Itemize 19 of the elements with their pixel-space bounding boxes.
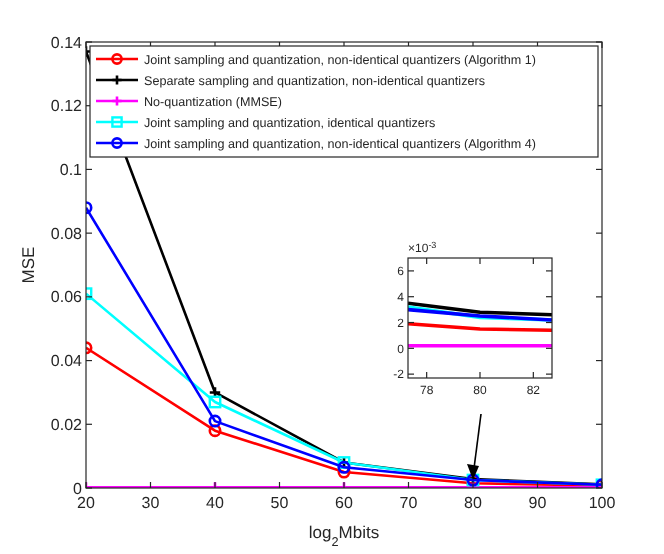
x-tick-label: 70 xyxy=(399,494,419,512)
x-axis-title: log$_{2}$Mbits xyxy=(308,522,380,549)
x-tick-label: 50 xyxy=(270,494,290,512)
y-tick-label: 0.02 xyxy=(50,415,84,434)
y-tick-label: 0.14 xyxy=(50,33,84,52)
y-tick-label: 0.08 xyxy=(50,224,84,243)
x-tick-label: 20 xyxy=(77,494,96,512)
x-tick-label: 80 xyxy=(464,494,483,512)
x-tick-label: 40 xyxy=(206,494,225,512)
x-tick-label: 60 xyxy=(335,494,354,512)
y-axis-title: MSE xyxy=(18,245,38,284)
x-tick-label: 100 xyxy=(588,494,617,512)
y-tick-label: 0 xyxy=(73,479,84,498)
y-tick-label: 0.06 xyxy=(50,288,84,307)
x-tick-label: 30 xyxy=(141,494,161,512)
y-tick-label: 0.04 xyxy=(50,352,84,371)
y-tick-label: 0.1 xyxy=(59,161,84,180)
x-tick-label: 90 xyxy=(528,494,548,512)
y-tick-label: 0.12 xyxy=(50,97,84,116)
